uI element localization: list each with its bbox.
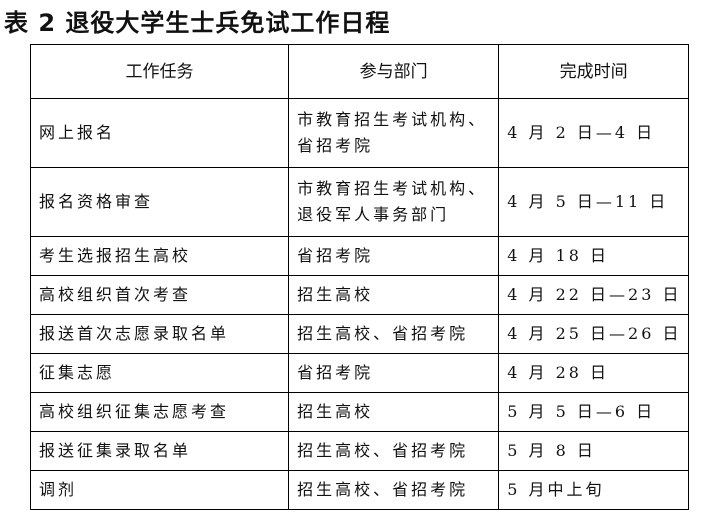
time-cell: 4 月 18 日	[498, 236, 689, 276]
table-row: 报送征集录取名单 招生高校、省招考院 5 月 8 日	[29, 431, 689, 471]
time-cell: 5 月中上旬	[498, 470, 689, 510]
task-cell: 高校组织征集志愿考查	[29, 392, 290, 432]
department-line: 招生高校、省招考院	[297, 441, 469, 460]
department-cell: 省招考院	[288, 353, 500, 393]
time-cell: 4 月 22 日—23 日	[498, 275, 689, 315]
department-line: 省招考院	[297, 246, 374, 265]
department-line: 招生高校	[297, 285, 374, 304]
table-row: 调剂 招生高校、省招考院 5 月中上旬	[29, 470, 689, 510]
table-row: 报送首次志愿录取名单 招生高校、省招考院 4 月 25 日—26 日	[29, 314, 689, 354]
task-cell: 报送首次志愿录取名单	[29, 314, 290, 354]
header-time: 完成时间	[498, 44, 689, 99]
department-cell: 招生高校、省招考院	[288, 314, 500, 354]
task-cell: 高校组织首次考查	[29, 275, 290, 315]
time-cell: 5 月 8 日	[498, 431, 689, 471]
time-cell: 4 月 5 日—11 日	[498, 167, 689, 237]
department-line: 招生高校	[297, 402, 374, 421]
time-cell: 4 月 2 日—4 日	[498, 98, 689, 168]
task-cell: 考生选报招生高校	[29, 236, 290, 276]
schedule-table: 工作任务 参与部门 完成时间 网上报名 市教育招生考试机构、 省招考院 4 月 2 日…	[29, 44, 689, 510]
time-cell: 5 月 5 日—6 日	[498, 392, 689, 432]
task-cell: 调剂	[29, 470, 290, 510]
task-cell: 报送征集录取名单	[29, 431, 290, 471]
table-row: 网上报名 市教育招生考试机构、 省招考院 4 月 2 日—4 日	[29, 98, 689, 168]
task-cell: 征集志愿	[29, 353, 290, 393]
table-row: 征集志愿 省招考院 4 月 28 日	[29, 353, 689, 393]
department-line: 市教育招生考试机构、	[297, 110, 488, 129]
department-cell: 招生高校	[288, 275, 500, 315]
department-line: 市教育招生考试机构、	[297, 179, 488, 198]
department-cell: 省招考院	[288, 236, 500, 276]
department-line: 招生高校、省招考院	[297, 324, 469, 343]
table-row: 高校组织征集志愿考查 招生高校 5 月 5 日—6 日	[29, 392, 689, 432]
department-line: 退役军人事务部门	[297, 205, 450, 224]
header-task: 工作任务	[29, 44, 290, 99]
table-row: 高校组织首次考查 招生高校 4 月 22 日—23 日	[29, 275, 689, 315]
department-line: 招生高校、省招考院	[297, 480, 469, 499]
department-line: 省招考院	[297, 363, 374, 382]
time-cell: 4 月 28 日	[498, 353, 689, 393]
time-cell: 4 月 25 日—26 日	[498, 314, 689, 354]
department-cell: 市教育招生考试机构、 省招考院	[288, 98, 500, 168]
task-cell: 报名资格审查	[29, 167, 290, 237]
table-row: 考生选报招生高校 省招考院 4 月 18 日	[29, 236, 689, 276]
department-line: 省招考院	[297, 136, 374, 155]
table-caption: 表 2 退役大学生士兵免试工作日程	[4, 9, 391, 37]
task-cell: 网上报名	[29, 98, 290, 168]
department-cell: 招生高校、省招考院	[288, 431, 500, 471]
header-department: 参与部门	[288, 44, 500, 99]
table-header-row: 工作任务 参与部门 完成时间	[29, 44, 689, 99]
table-row: 报名资格审查 市教育招生考试机构、 退役军人事务部门 4 月 5 日—11 日	[29, 167, 689, 237]
department-cell: 市教育招生考试机构、 退役军人事务部门	[288, 167, 500, 237]
department-cell: 招生高校、省招考院	[288, 470, 500, 510]
department-cell: 招生高校	[288, 392, 500, 432]
